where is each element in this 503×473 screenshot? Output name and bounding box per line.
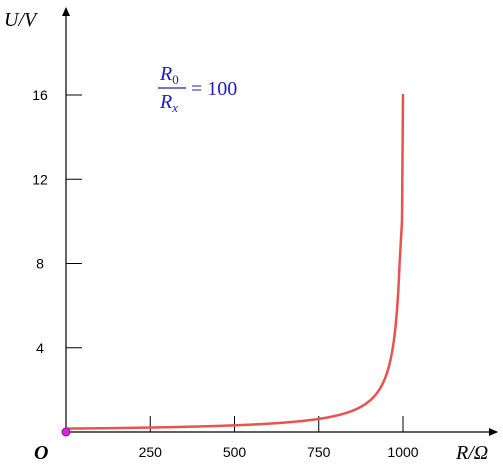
y-axis-label: U/V: [4, 9, 39, 31]
x-axis-ticks: 250 500 750 1000: [139, 416, 419, 460]
y-tick-label: 4: [36, 340, 44, 356]
x-axis-label: R/Ω: [455, 442, 488, 464]
x-tick-label: 1000: [387, 444, 418, 460]
curve-start-marker: [61, 427, 71, 437]
y-tick-label: 12: [32, 171, 48, 187]
ratio-annotation: R0 Rx = 100: [158, 63, 237, 115]
y-tick-label: 16: [32, 87, 48, 103]
voltage-curve: [64, 93, 405, 430]
y-tick-label: 8: [36, 256, 44, 272]
y-axis-ticks: 4 8 12 16: [32, 87, 82, 356]
ratio-numerator: R0: [159, 63, 179, 87]
x-tick-label: 750: [307, 444, 331, 460]
origin-label: O: [34, 442, 48, 464]
x-tick-label: 500: [223, 444, 247, 460]
ratio-value: = 100: [191, 78, 237, 100]
ratio-denominator: Rx: [159, 91, 178, 115]
x-tick-label: 250: [139, 444, 163, 460]
